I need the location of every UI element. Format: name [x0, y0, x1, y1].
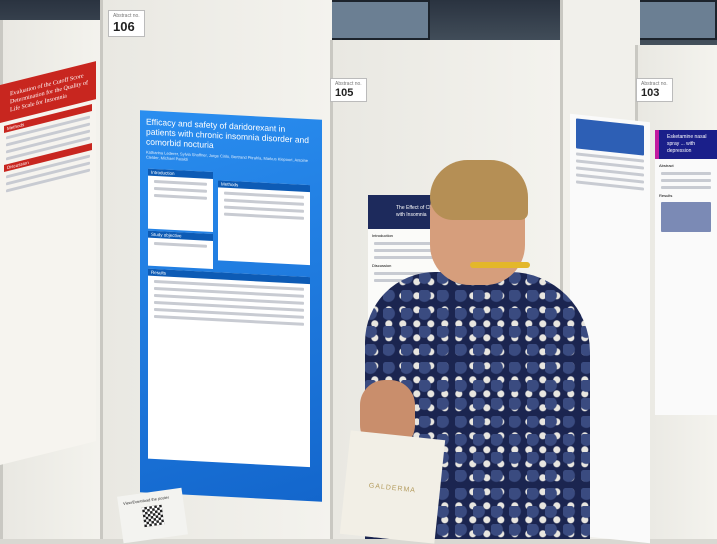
section-heading: Methods [218, 180, 310, 193]
poster-red: Evaluation of the Cutoff Score Determina… [0, 61, 96, 465]
section-heading: Results [659, 193, 673, 198]
poster-title: Efficacy and safety of daridorexant in p… [146, 116, 310, 151]
board-number-103: Abstract no. 103 [636, 78, 673, 102]
number-caption: Abstract no. [335, 81, 362, 87]
poster-title: Esketamine nasal spray ... with depressi… [655, 130, 717, 159]
bag-brand: GALDERMA [368, 482, 417, 495]
number-caption: Abstract no. [113, 13, 140, 19]
qr-code-icon[interactable] [141, 504, 164, 528]
qr-card-text: View/Download the poster [122, 494, 170, 506]
section-heading: Study objective [148, 230, 213, 242]
qr-download-card[interactable]: View/Download the poster [117, 487, 188, 544]
board-number-106: Abstract no. 106 [108, 10, 145, 37]
section-heading: Introduction [148, 168, 213, 180]
tote-bag: GALDERMA [339, 430, 446, 544]
section-heading: Introduction [372, 233, 393, 238]
poster-far-right: Esketamine nasal spray ... with depressi… [655, 130, 717, 415]
number: 103 [641, 87, 660, 99]
section-heading: Abstract [659, 163, 674, 168]
number-caption: Abstract no. [641, 81, 668, 87]
number: 106 [113, 19, 135, 34]
lanyard [470, 262, 530, 268]
board-number-105: Abstract no. 105 [330, 78, 367, 102]
number: 105 [335, 87, 354, 99]
section-heading: Discussion [372, 263, 392, 268]
poster-blue: Efficacy and safety of daridorexant in p… [140, 110, 322, 502]
person-hair [430, 160, 528, 220]
